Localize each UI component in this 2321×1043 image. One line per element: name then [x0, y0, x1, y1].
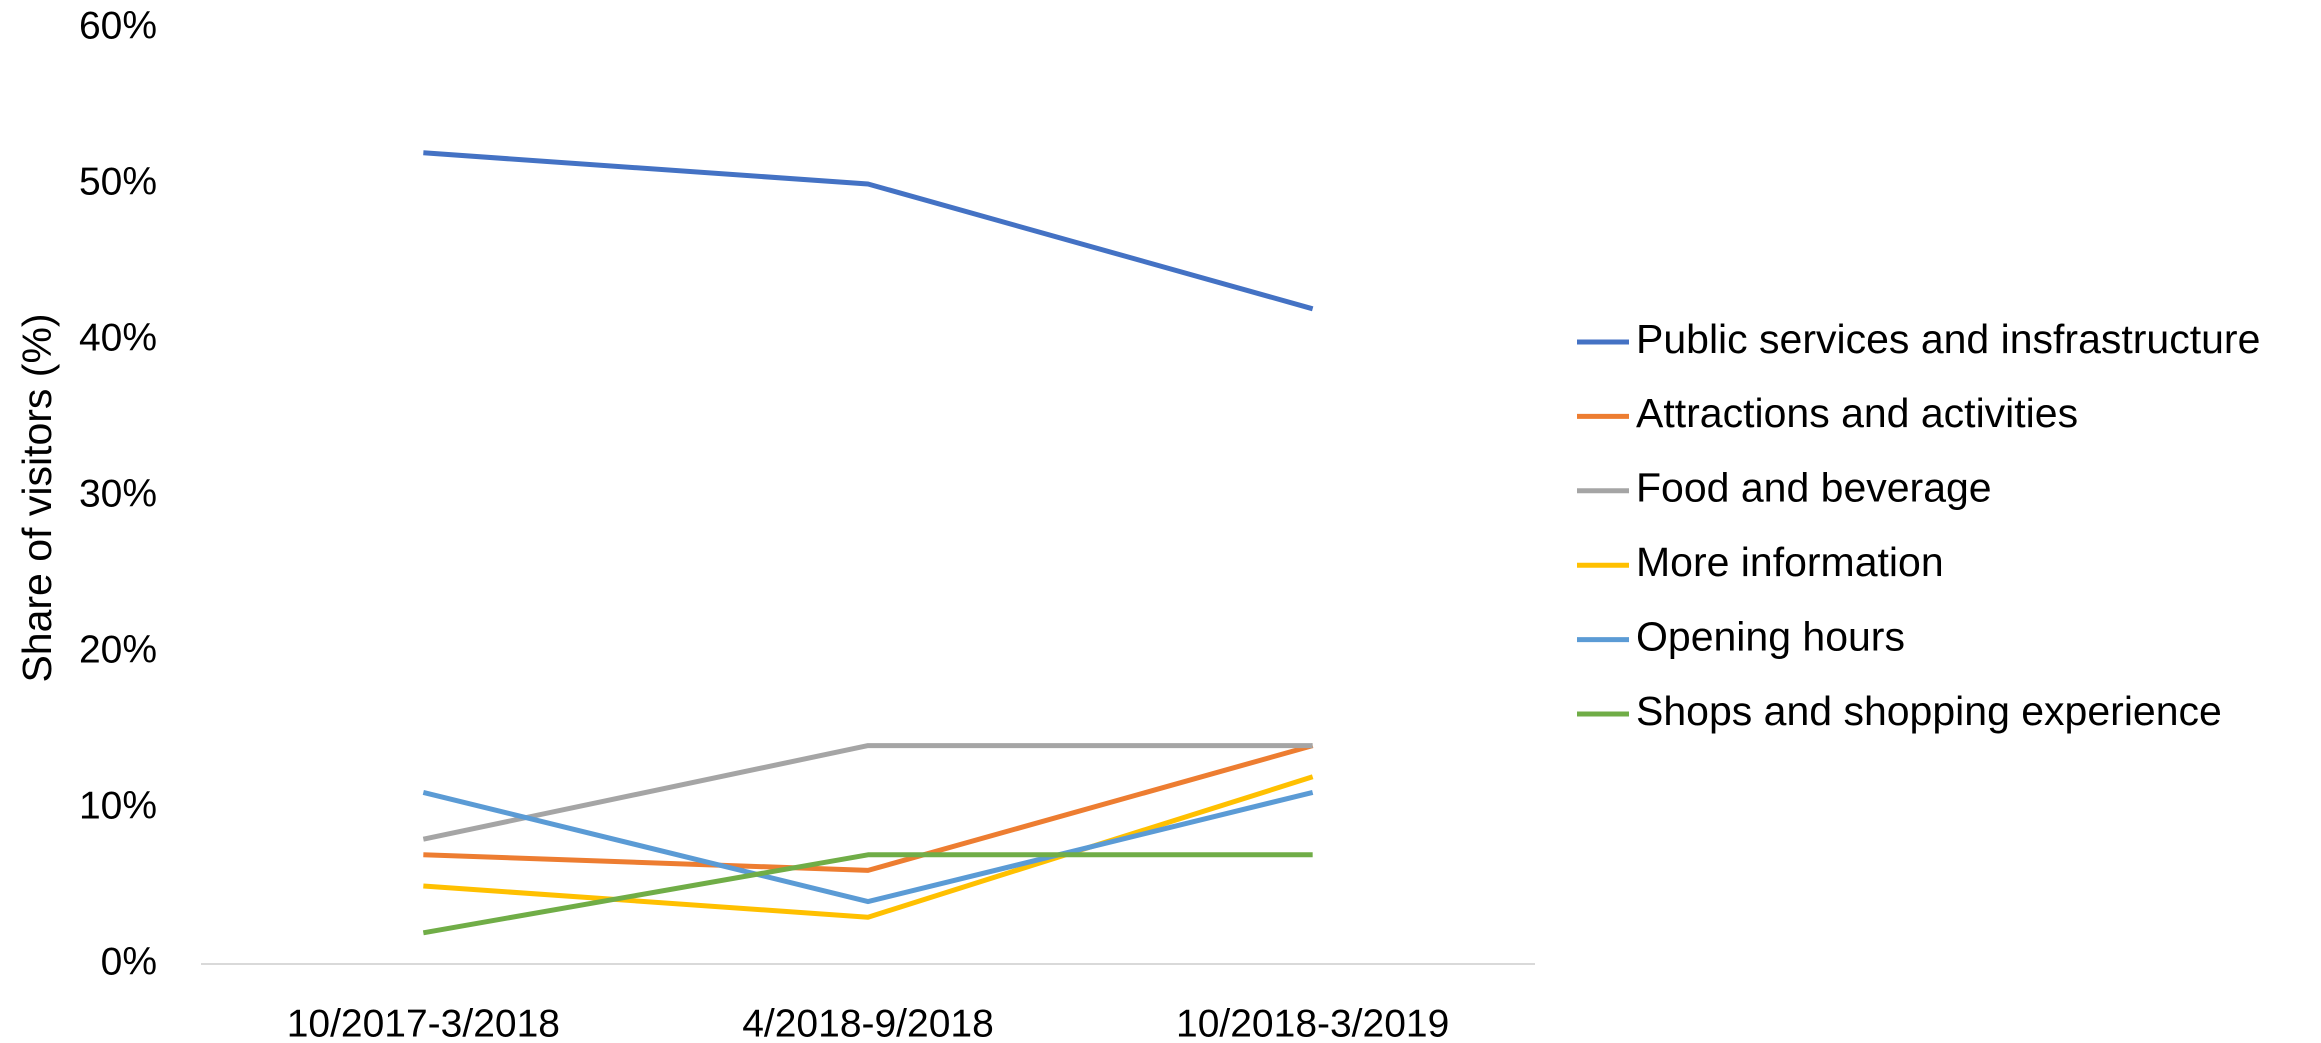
series-line [423, 743, 1314, 873]
y-tick-label: 20% [79, 628, 157, 671]
legend-label: Public services and insfrastructure [1636, 316, 2260, 362]
y-axis-label: Share of visitors (%) [14, 313, 60, 682]
series-line [422, 743, 1313, 842]
series-line [422, 852, 1313, 936]
x-tick-label: 10/2017-3/2018 [287, 1002, 560, 1043]
x-tick-label: 4/2018-9/2018 [742, 1002, 994, 1043]
y-tick-label: 50% [79, 160, 157, 203]
y-tick-label: 0% [101, 940, 157, 983]
series-line [422, 789, 1314, 905]
legend-label: Shops and shopping experience [1636, 688, 2222, 734]
series-line [423, 150, 1314, 312]
legend-label: Opening hours [1636, 613, 1905, 659]
y-tick-label: 60% [79, 4, 157, 47]
legend-label: More information [1636, 539, 1944, 585]
series-line [423, 774, 1314, 920]
y-tick-label: 40% [79, 316, 157, 359]
legend-label: Food and beverage [1636, 465, 1992, 511]
y-tick-label: 10% [79, 784, 157, 827]
y-tick-label: 30% [79, 472, 157, 515]
x-tick-label: 10/2018-3/2019 [1176, 1002, 1449, 1043]
legend-label: Attractions and activities [1636, 390, 2078, 436]
